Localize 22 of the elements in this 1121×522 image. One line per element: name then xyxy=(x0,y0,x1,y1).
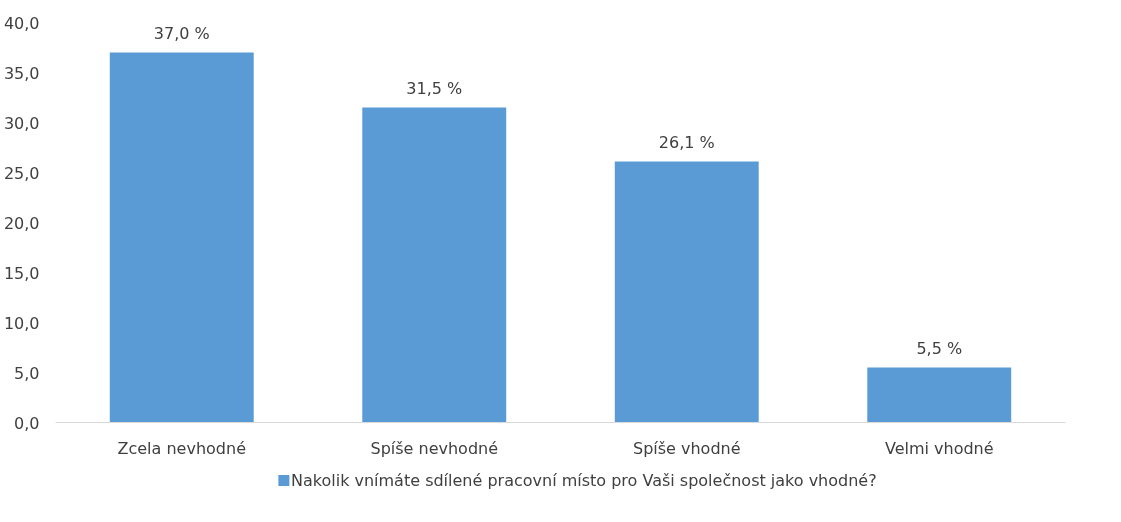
y-tick-label: 40,0 xyxy=(3,13,40,33)
bar xyxy=(614,161,759,423)
y-tick-label: 5,0 xyxy=(14,363,40,383)
legend-label: Nakolik vnímáte sdílené pracovní místo pro Vaši společnost jako vhodné? xyxy=(290,471,877,490)
y-tick-label: 10,0 xyxy=(3,313,40,333)
y-tick-label: 0,0 xyxy=(14,413,40,433)
y-tick-label: 15,0 xyxy=(3,263,40,283)
data-label: 37,0 % xyxy=(153,23,210,43)
y-tick-label: 20,0 xyxy=(3,213,40,233)
data-label: 26,1 % xyxy=(658,132,715,152)
x-tick-label: Zcela nevhodné xyxy=(117,438,246,458)
y-tick-label: 25,0 xyxy=(3,163,40,183)
y-tick-label: 30,0 xyxy=(3,113,40,133)
bar xyxy=(362,107,507,423)
bar xyxy=(867,367,1012,423)
x-tick-label: Velmi vhodné xyxy=(884,438,994,458)
x-tick-label: Spíše nevhodné xyxy=(370,438,499,458)
data-label: 31,5 % xyxy=(406,78,463,98)
data-label: 5,5 % xyxy=(916,338,963,358)
x-tick-label: Spíše vhodné xyxy=(632,438,741,458)
y-tick-label: 35,0 xyxy=(3,63,40,83)
bar xyxy=(109,52,254,423)
